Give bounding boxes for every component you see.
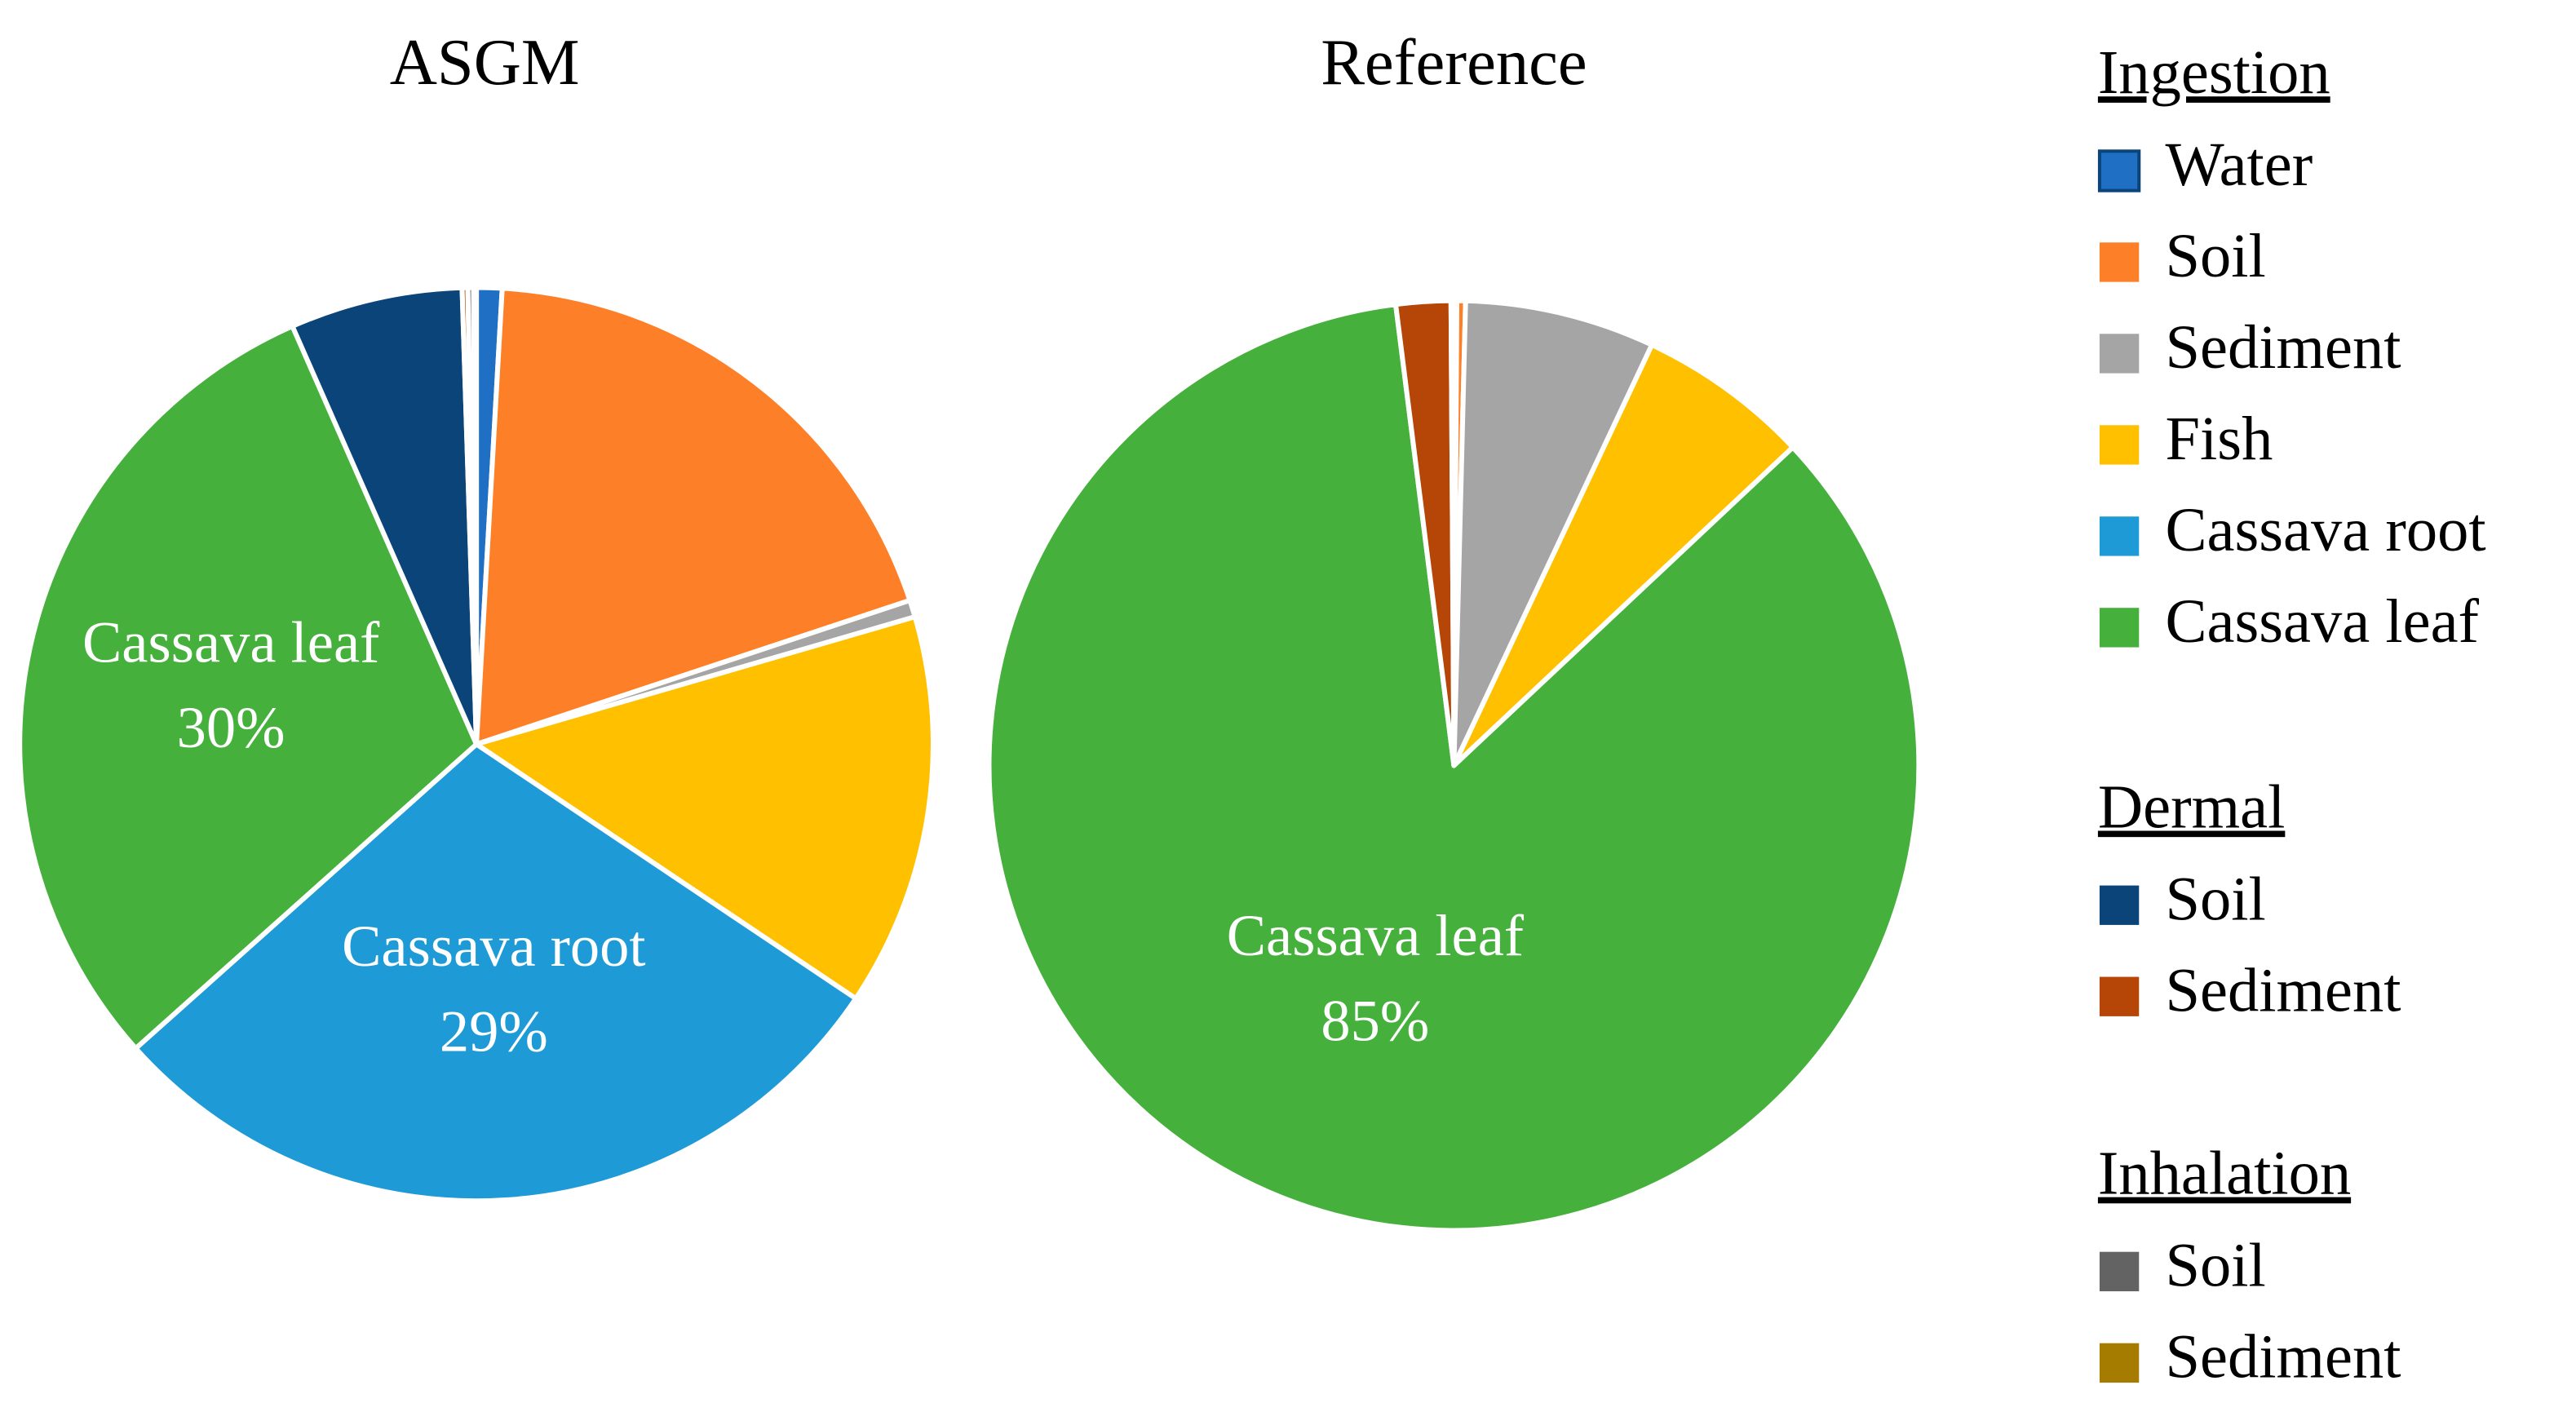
legend-label: Soil bbox=[2165, 864, 2265, 933]
pie-slice bbox=[1451, 298, 1655, 768]
pie-slice bbox=[474, 614, 936, 1002]
slice-label: Cassava root bbox=[342, 913, 645, 979]
slice-value-label: 30% bbox=[177, 694, 285, 760]
legend-label: Water bbox=[2165, 130, 2313, 199]
chart-title: ASGM bbox=[390, 26, 580, 99]
pie-slice bbox=[290, 285, 480, 747]
legend-swatch bbox=[2099, 608, 2140, 648]
legend-swatch bbox=[2099, 976, 2140, 1016]
pie-slice bbox=[1451, 342, 1795, 768]
pie-slice bbox=[474, 285, 913, 747]
pie-slice bbox=[1450, 298, 1457, 768]
pie-slice bbox=[133, 741, 859, 1204]
slice-label: Cassava leaf bbox=[82, 609, 380, 675]
legend-swatch bbox=[2097, 149, 2141, 193]
legend-label: Cassava root bbox=[2165, 495, 2485, 564]
legend-swatch bbox=[2099, 242, 2140, 282]
legend-swatch bbox=[2099, 1343, 2140, 1383]
pie-slice bbox=[471, 285, 480, 747]
legend-swatch bbox=[2099, 334, 2140, 374]
legend-label: Sediment bbox=[2165, 312, 2401, 382]
slice-value-label: 29% bbox=[440, 998, 548, 1064]
legend-swatch bbox=[2099, 516, 2140, 556]
pie-slice bbox=[17, 323, 480, 1051]
legend-label: Sediment bbox=[2165, 1321, 2401, 1391]
legend-swatch bbox=[2099, 1251, 2140, 1292]
legend-group-title: Ingestion bbox=[2098, 38, 2330, 107]
legend-group-title: Dermal bbox=[2098, 772, 2285, 842]
legend-label: Fish bbox=[2165, 404, 2273, 473]
legend-label: Soil bbox=[2165, 221, 2265, 290]
legend-group-title: Inhalation bbox=[2098, 1139, 2351, 1208]
legend-swatch bbox=[2099, 885, 2140, 925]
legend-swatch bbox=[2099, 425, 2140, 465]
legend-label: Soil bbox=[2165, 1230, 2265, 1299]
slice-label: Cassava leaf bbox=[1227, 902, 1525, 968]
slice-value-label: 85% bbox=[1321, 988, 1429, 1054]
legend-label: Sediment bbox=[2165, 955, 2401, 1025]
legend-label: Cassava leaf bbox=[2165, 586, 2479, 656]
chart-title: Reference bbox=[1321, 26, 1587, 99]
